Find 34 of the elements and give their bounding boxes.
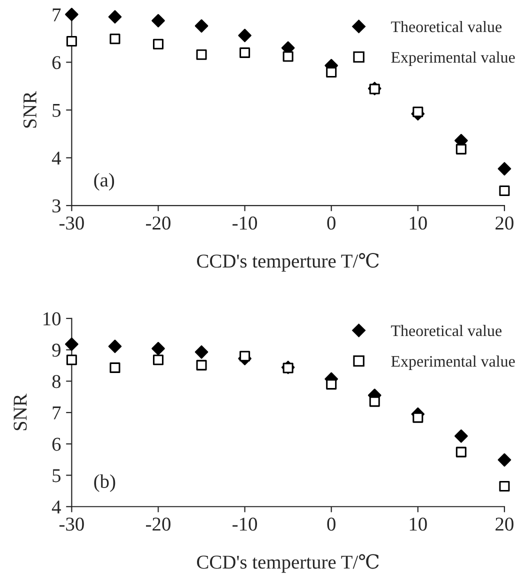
y-tick-label: 7	[52, 8, 61, 22]
x-tick-label: 20	[496, 518, 514, 531]
x-tick-label: 10	[410, 518, 427, 531]
y-tick-label: 6	[52, 438, 61, 451]
y-tick-label: 4	[52, 500, 61, 514]
y-tick-label: 4	[52, 152, 61, 165]
x-tick-label: -10	[232, 216, 258, 230]
y-tick-label: 6	[52, 56, 61, 70]
x-axis-title: CCD's temperture T/℃	[197, 253, 379, 272]
y-tick-label: 7	[52, 406, 61, 420]
x-tick-label: -20	[146, 518, 170, 531]
y-tick-label: 3	[52, 199, 61, 212]
legend-label: Experimental value	[391, 52, 515, 66]
legend-label: Experimental value	[391, 355, 515, 370]
x-tick-label: 20	[496, 216, 514, 230]
x-tick-label: 0	[327, 216, 336, 230]
y-tick-label: 10	[44, 312, 61, 326]
annotation: (b)	[94, 474, 116, 492]
y-tick-label: 5	[52, 469, 61, 482]
x-axis-title: CCD's temperture T/℃	[197, 554, 379, 573]
legend-label: Theoretical value	[391, 324, 502, 336]
y-axis-title: SNR	[23, 91, 36, 128]
y-tick-label: 9	[52, 344, 60, 357]
y-tick-label: 8	[52, 374, 61, 388]
x-tick-label: 10	[410, 216, 427, 230]
annotation: (a)	[94, 172, 114, 191]
legend-label: Theoretical value	[391, 20, 502, 32]
x-tick-label: -30	[59, 518, 84, 531]
x-tick-label: 0	[327, 518, 336, 531]
x-tick-label: -30	[59, 216, 84, 230]
x-tick-label: -10	[232, 518, 258, 531]
x-tick-label: -20	[146, 216, 170, 230]
y-tick-label: 5	[52, 104, 61, 117]
y-axis-title: SNR	[14, 394, 27, 430]
